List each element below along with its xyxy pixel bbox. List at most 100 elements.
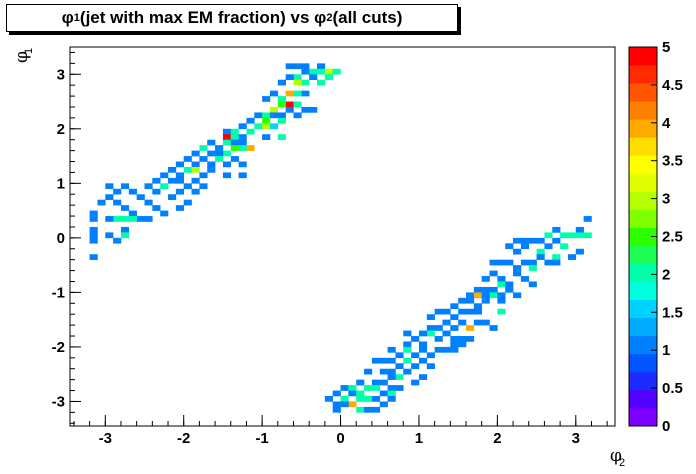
title-post-sub: 2 — [326, 12, 333, 24]
y-axis-title-symbol: φ — [12, 51, 32, 63]
heatmap-cell — [191, 166, 200, 173]
heatmap-cell — [379, 379, 388, 386]
heatmap-cell — [552, 254, 561, 260]
heatmap-cell — [442, 319, 451, 326]
heatmap-cell — [246, 128, 255, 135]
heatmap-cell — [324, 396, 333, 402]
heatmap-cell — [183, 183, 192, 190]
heatmap-cell — [136, 216, 145, 222]
heatmap-cell — [113, 199, 122, 206]
heatmap-cell — [309, 68, 318, 75]
heatmap-cell — [387, 385, 396, 391]
palette-swatch — [629, 299, 657, 319]
heatmap-cell — [513, 248, 522, 255]
heatmap-cell — [411, 352, 420, 359]
heatmap-cell — [262, 112, 271, 119]
palette-swatch — [629, 137, 657, 156]
heatmap-cell — [175, 172, 184, 179]
palette-swatch — [629, 155, 657, 174]
palette-swatch — [629, 173, 657, 192]
heatmap-cell — [403, 341, 412, 348]
heatmap-cell — [89, 254, 98, 260]
heatmap-cell — [450, 303, 459, 310]
heatmap-cell — [513, 292, 522, 299]
y-axis-title-sub: 1 — [23, 48, 35, 54]
palette-tick-label: 1 — [662, 342, 670, 359]
heatmap-cell — [356, 406, 365, 413]
palette-swatch — [629, 371, 657, 391]
heatmap-cell — [222, 150, 232, 157]
heatmap-cell — [128, 188, 137, 195]
heatmap-cell — [254, 112, 263, 119]
heatmap-cell — [120, 205, 130, 211]
heatmap-cell — [575, 232, 584, 239]
heatmap-cell — [269, 112, 279, 119]
heatmap-cell — [293, 101, 302, 108]
heatmap-cell — [387, 346, 396, 353]
heatmap-cell — [301, 106, 310, 113]
heatmap-cell — [395, 374, 404, 380]
heatmap-cell — [481, 276, 490, 282]
heatmap-cell — [246, 117, 255, 124]
heatmap-cell — [575, 226, 584, 233]
heatmap-cell — [222, 172, 232, 179]
heatmap-cell — [238, 145, 247, 151]
x-tick-label: 3 — [572, 430, 580, 447]
title-post: (all cuts) — [332, 8, 403, 27]
heatmap-cell — [89, 226, 98, 233]
heatmap-cell — [489, 286, 498, 293]
heatmap-cell — [418, 330, 428, 337]
heatmap-cell — [552, 237, 561, 244]
heatmap-cell — [293, 112, 302, 119]
heatmap-cell — [293, 79, 302, 86]
heatmap-cell — [89, 216, 98, 222]
heatmap-cell — [466, 325, 475, 331]
heatmap-cell — [505, 259, 514, 266]
x-tick-label: -2 — [177, 430, 190, 447]
heatmap-cell — [364, 406, 373, 413]
heatmap-cell — [348, 385, 357, 391]
heatmap-cell — [277, 96, 286, 102]
heatmap-cell — [536, 237, 545, 244]
heatmap-cell — [152, 188, 161, 195]
heatmap-cell — [466, 292, 475, 299]
heatmap-cell — [513, 237, 522, 244]
heatmap-cell — [120, 226, 130, 233]
heatmap-cell — [340, 401, 349, 408]
heatmap-cell — [277, 117, 286, 124]
heatmap-cell — [544, 243, 553, 250]
heatmap-cell — [450, 314, 459, 320]
x-axis-title: φ 2 — [610, 446, 625, 469]
heatmap-cell — [230, 134, 239, 140]
heatmap-cell — [466, 297, 475, 304]
heatmap-cell — [387, 390, 396, 397]
palette-tick-label: 4.5 — [662, 77, 683, 94]
heatmap-cell — [89, 210, 98, 217]
heatmap-cell — [199, 183, 208, 190]
heatmap-cell — [175, 177, 184, 184]
heatmap-cell — [285, 74, 294, 81]
heatmap-cell — [442, 330, 451, 337]
heatmap-cell — [207, 161, 216, 168]
heatmap-cell — [567, 254, 577, 260]
heatmap-cell — [293, 90, 302, 97]
palette-tick-label: 5 — [662, 39, 670, 56]
heatmap-cell — [395, 385, 404, 391]
heatmap-cell — [426, 330, 435, 337]
heatmap-cell — [489, 325, 498, 331]
heatmap-cell — [309, 106, 318, 113]
heatmap-cell — [324, 74, 333, 81]
heatmap-cell — [144, 183, 153, 190]
heatmap-cell — [105, 232, 114, 239]
heatmap-cell — [426, 363, 435, 370]
y-tick-label: -1 — [52, 284, 65, 301]
heatmap-cell — [567, 232, 577, 239]
x-tick-label: 0 — [336, 430, 344, 447]
palette-swatch — [629, 65, 657, 84]
heatmap-cell — [293, 63, 302, 70]
heatmap-cell — [379, 390, 388, 397]
heatmap-cell — [183, 166, 192, 173]
heatmap-cell — [136, 194, 145, 200]
heatmap-cell — [120, 216, 130, 222]
heatmap-cell — [497, 259, 506, 266]
